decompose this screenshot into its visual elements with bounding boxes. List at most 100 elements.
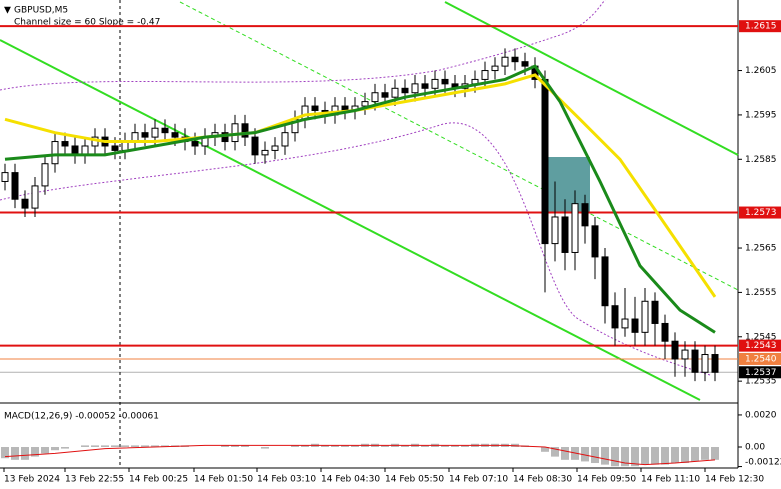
level-tag [739,206,781,219]
candle-body [421,83,429,89]
candle-body [501,56,509,67]
candle-body [391,87,399,98]
level-label: 1.2615 [745,22,777,32]
candle-body [611,305,619,329]
candle-body [441,78,449,85]
candle-body [11,172,19,200]
candle-body [431,78,439,89]
candle-body [191,141,199,147]
band-upper [0,0,606,91]
x-tick-label: 14 Feb 09:50 [577,475,636,485]
candle-body [1,172,9,182]
macd-bar [621,447,629,467]
macd-bar [541,447,549,452]
macd-bar [261,447,269,449]
y2-tick-label: 0.00 [745,443,765,453]
symbol-marker: ▼ [4,6,11,16]
moving-average [4,73,717,298]
candle-body [261,149,269,156]
candle-body [221,132,229,143]
candle-body [151,127,159,138]
macd-bar [461,445,469,447]
x-tick-label: 14 Feb 07:10 [449,475,508,485]
candle-body [411,83,419,94]
band-lower [0,122,711,376]
candle-body [521,61,529,67]
candle-body [251,136,259,156]
x-tick-label: 14 Feb 08:30 [513,475,572,485]
y2-tick-label: 0.0020 [745,410,777,420]
candle-body [641,300,649,333]
candle-body [571,203,579,253]
y2-tick-label: -0.00122 [745,458,781,468]
candle-body [31,185,39,209]
macd-bar [41,447,49,454]
macd-bar [421,445,429,447]
y-tick-label: 1.2595 [745,110,777,120]
x-tick-label: 13 Feb 22:55 [65,475,124,485]
candle-body [481,70,489,80]
macd-bar [231,445,239,447]
level-label: 1.2573 [745,208,777,218]
candle-body [711,354,719,373]
level-tag [739,366,781,379]
y-tick-label: 1.2565 [745,244,777,254]
candle-body [311,105,319,111]
macd-bar [1,447,9,459]
macd-bar [701,447,709,460]
macd-bar [641,447,649,465]
indicator-label: Channel size = 60 Slope = -0.47 [14,18,160,28]
candle-body [491,65,499,72]
signal-line [4,444,716,466]
macd-bar [21,447,29,460]
macd-bar [691,447,699,462]
candle-body [171,132,179,138]
y-tick-label: 1.2585 [745,155,777,165]
macd-bar [331,445,339,447]
channel-line [0,39,701,401]
macd-bar [51,447,59,451]
level-label: 1.2543 [745,341,777,351]
candle-body [371,92,379,103]
candle-body [21,198,29,209]
level-tag [739,20,781,33]
y-tick-label: 1.2555 [745,288,777,298]
x-tick-label: 14 Feb 00:25 [129,475,188,485]
candle-body [561,216,569,253]
candle-body [621,318,629,329]
macd-bar [661,447,669,465]
macd-bar [711,447,719,460]
macd-bar [31,447,39,457]
candle-body [631,318,639,333]
macd-bar [111,445,119,447]
x-tick-label: 14 Feb 01:50 [194,475,253,485]
macd-bar [151,445,159,447]
y-tick-label: 1.2535 [745,377,777,387]
moving-average [4,64,716,334]
candle-body [591,225,599,258]
candle-body [581,203,589,227]
level-label: 1.2540 [745,354,777,364]
candle-body [281,132,289,147]
candle-body [271,145,279,151]
x-tick-label: 14 Feb 03:10 [257,475,316,485]
macd-bar [101,445,109,447]
candle-body [51,141,59,165]
macd-bar [401,445,409,447]
candle-body [231,123,239,143]
candle-body [361,101,369,107]
macd-bar [591,447,599,464]
macd-bar [551,447,559,457]
candle-body [41,163,49,187]
x-tick-label: 13 Feb 2024 [4,475,60,485]
macd-bar [601,447,609,465]
macd-bar [301,445,309,447]
candle-body [111,145,119,151]
macd-bar [631,447,639,467]
macd-bar [441,445,449,447]
macd-bar [341,445,349,447]
macd-bar [451,445,459,447]
macd-bar [131,445,139,447]
symbol: GBPUSD,M5 [14,6,68,16]
